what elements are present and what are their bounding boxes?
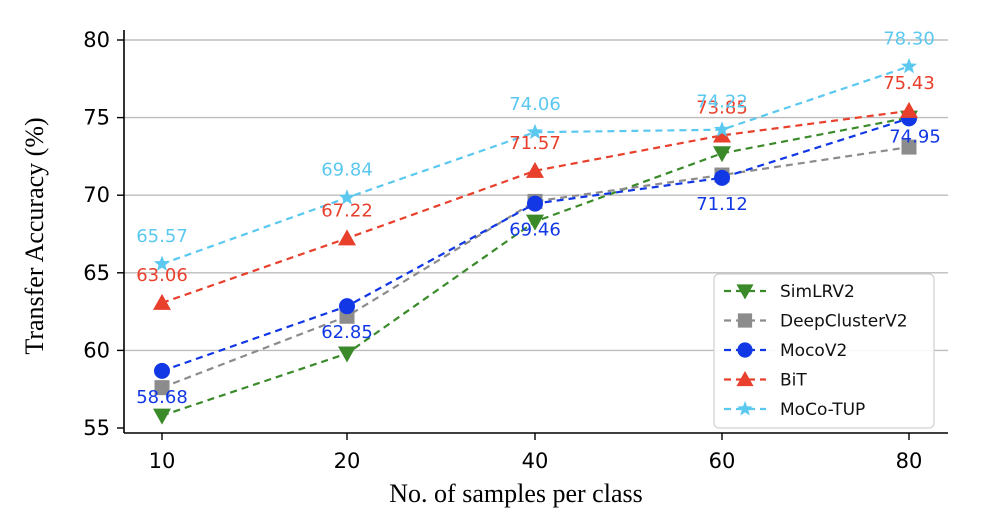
legend-item: SimLRV2 <box>724 282 855 302</box>
legend-label: BiT <box>780 371 807 391</box>
data-point-marker <box>338 346 356 363</box>
data-point-marker <box>526 123 544 140</box>
data-label: 78.30 <box>883 28 935 49</box>
legend-item: MoCo-TUP <box>724 400 865 420</box>
data-label: 62.85 <box>321 322 373 343</box>
legend-marker <box>737 400 753 416</box>
legend-label: MoCo-TUP <box>780 400 865 420</box>
data-label: 71.57 <box>509 133 561 154</box>
data-point-marker <box>713 146 731 163</box>
data-label: 63.06 <box>136 265 188 286</box>
data-point-marker <box>153 255 171 271</box>
series-line <box>161 146 910 389</box>
series-bit <box>153 101 918 310</box>
data-label: 73.85 <box>696 97 748 118</box>
data-point-marker <box>713 121 731 137</box>
data-label: 74.22 <box>696 92 748 113</box>
legend-item: DeepClusterV2 <box>724 312 908 332</box>
legend-label: SimLRV2 <box>780 282 855 302</box>
series-line <box>161 109 910 304</box>
series-line <box>161 65 910 266</box>
x-tick-label: 80 <box>896 449 923 473</box>
data-label: 67.22 <box>321 200 373 221</box>
data-point-marker <box>153 293 171 310</box>
data-point-marker <box>339 298 355 315</box>
data-label: 65.57 <box>136 226 188 247</box>
axes <box>123 30 948 434</box>
y-tick-label: 55 <box>83 416 110 440</box>
series-lines <box>153 57 918 425</box>
y-tick-label: 80 <box>83 28 110 52</box>
legend-label: DeepClusterV2 <box>780 312 908 332</box>
x-tick-label: 40 <box>522 449 549 473</box>
data-point-marker <box>713 126 731 143</box>
y-tick-label: 60 <box>83 338 110 362</box>
legend-box <box>713 273 935 429</box>
legend-item: MocoV2 <box>724 341 847 361</box>
series-moco-tup <box>153 57 918 271</box>
legend-marker <box>736 284 754 300</box>
data-label: 74.06 <box>509 94 561 115</box>
data-point-marker <box>338 189 356 205</box>
data-point-marker <box>900 101 918 118</box>
y-axis-title: Transfer Accuracy (%) <box>20 117 49 354</box>
data-point-marker <box>526 214 544 231</box>
data-label: 71.12 <box>696 194 748 215</box>
data-point-marker <box>900 57 918 74</box>
data-label: 69.46 <box>509 220 561 241</box>
y-tick-label: 70 <box>83 183 110 207</box>
x-tick-label: 60 <box>709 449 736 473</box>
data-point-marker <box>714 169 730 186</box>
data-label: 69.84 <box>321 160 373 181</box>
axis-ticks: 55 60 65 70 75 80 10 20 40 60 80 <box>83 28 922 473</box>
x-tick-label: 20 <box>334 449 361 473</box>
legend: SimLRV2 DeepClusterV2 MocoV2 BiT MoCo-TUP <box>713 273 935 429</box>
data-labels: 58.68 62.85 69.46 71.12 74.95 63.06 67.22 71.57… <box>136 28 941 408</box>
data-label: 58.68 <box>136 387 188 408</box>
legend-item: BiT <box>724 371 807 391</box>
data-point-marker <box>154 380 170 396</box>
legend-marker <box>737 313 753 328</box>
legend-marker <box>736 370 754 387</box>
data-label: 74.95 <box>889 126 941 147</box>
x-axis-title: No. of samples per class <box>389 479 642 508</box>
data-point-marker <box>527 195 543 212</box>
data-point-marker <box>154 362 170 379</box>
data-point-marker <box>901 139 917 155</box>
legend-label: MocoV2 <box>780 341 847 361</box>
y-tick-label: 65 <box>83 261 110 285</box>
data-point-marker <box>153 408 171 425</box>
legend-marker <box>737 342 753 358</box>
y-tick-label: 75 <box>83 106 110 130</box>
x-tick-label: 10 <box>149 449 176 473</box>
data-point-marker <box>338 229 356 246</box>
data-point-marker <box>526 161 544 178</box>
data-label: 75.43 <box>883 73 935 94</box>
